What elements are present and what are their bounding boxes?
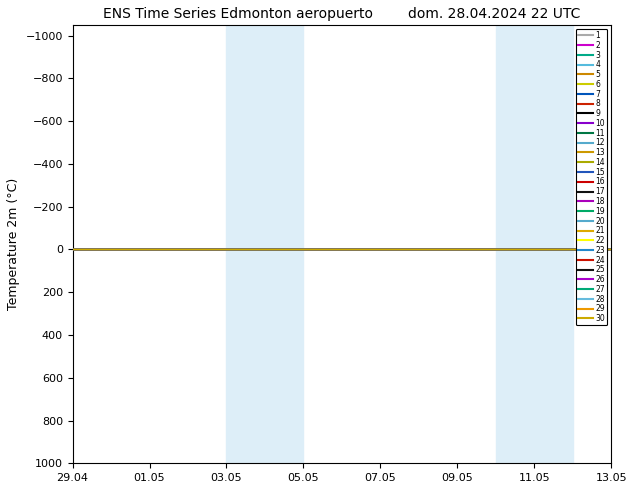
Y-axis label: Temperature 2m (°C): Temperature 2m (°C) xyxy=(7,178,20,310)
Title: ENS Time Series Edmonton aeropuerto        dom. 28.04.2024 22 UTC: ENS Time Series Edmonton aeropuerto dom.… xyxy=(103,7,581,21)
Legend: 1, 2, 3, 4, 5, 6, 7, 8, 9, 10, 11, 12, 13, 14, 15, 16, 17, 18, 19, 20, 21, 22, 2: 1, 2, 3, 4, 5, 6, 7, 8, 9, 10, 11, 12, 1… xyxy=(576,29,607,325)
Bar xyxy=(496,25,573,464)
Bar xyxy=(226,25,304,464)
